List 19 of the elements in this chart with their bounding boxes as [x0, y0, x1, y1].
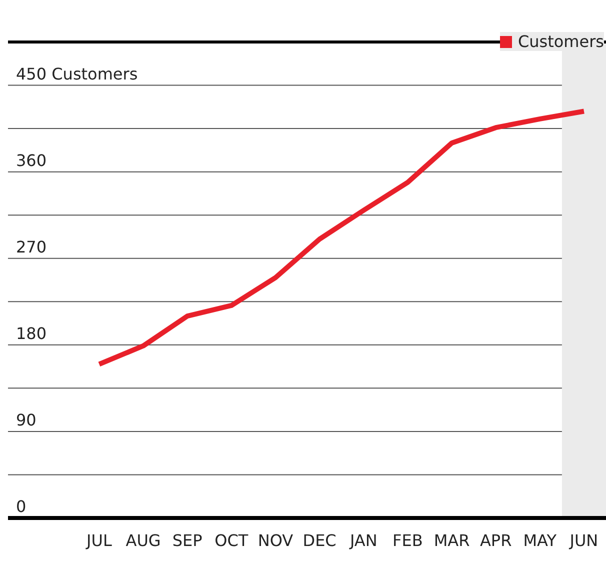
y-tick-label: 450 Customers: [16, 64, 138, 84]
x-tick-label: JUN: [568, 531, 598, 550]
x-tick-label: NOV: [258, 531, 294, 550]
x-tick-label: SEP: [172, 531, 203, 550]
x-tick-label: DEC: [302, 531, 336, 550]
y-tick-label: 0: [16, 497, 26, 516]
x-tick-label: AUG: [126, 531, 161, 550]
y-tick-label: 360: [16, 150, 47, 170]
y-tick-label: 180: [16, 324, 47, 343]
y-tick-label: 270: [16, 237, 47, 256]
legend-label: Customers: [500, 32, 604, 51]
x-tick-label: MAR: [434, 531, 470, 550]
x-tick-label: MAY: [523, 531, 557, 550]
x-tick-label: JUL: [86, 531, 112, 550]
x-tick-label: OCT: [214, 531, 248, 550]
y-tick-label: 90: [16, 410, 36, 430]
x-tick-label: FEB: [392, 531, 423, 550]
x-tick-label: APR: [480, 531, 512, 550]
x-tick-label: JAN: [348, 531, 378, 550]
